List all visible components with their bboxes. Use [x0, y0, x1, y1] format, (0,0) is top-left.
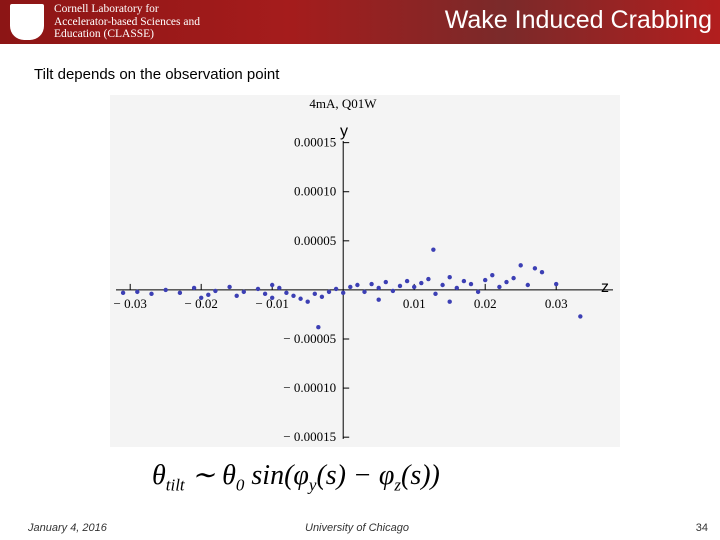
- y-tick-label: − 0.00005: [283, 331, 336, 346]
- formula-part: (s) − φ: [316, 460, 395, 491]
- x-tick-label: − 0.03: [114, 296, 147, 311]
- point: [120, 290, 126, 296]
- point: [262, 291, 268, 297]
- point: [390, 288, 396, 294]
- point: [468, 281, 474, 287]
- point: [326, 289, 332, 295]
- point: [376, 297, 381, 302]
- y-tick-label: 0.00005: [294, 233, 336, 248]
- point: [362, 289, 367, 295]
- point: [433, 291, 438, 297]
- point: [511, 275, 516, 281]
- x-axis-label: z: [601, 279, 609, 296]
- point: [554, 281, 559, 287]
- point: [348, 284, 353, 290]
- point: [270, 282, 275, 288]
- point: [383, 279, 388, 285]
- point: [454, 285, 459, 291]
- point: [291, 293, 296, 298]
- y-tick-label: 0.00015: [294, 135, 336, 150]
- point: [355, 282, 360, 288]
- x-tick-label: 0.02: [474, 296, 497, 311]
- page-number: 34: [695, 522, 708, 534]
- point: [532, 266, 538, 271]
- chart-title: 4mA, Q01W: [309, 96, 377, 111]
- point: [447, 274, 452, 280]
- point: [461, 278, 467, 284]
- point: [475, 289, 481, 295]
- point: [305, 299, 310, 304]
- formula-sub: tilt: [165, 475, 185, 495]
- x-tick-label: − 0.01: [256, 296, 289, 311]
- logo-line: Education (CLASSE): [54, 28, 154, 40]
- x-tick-label: − 0.02: [185, 296, 218, 311]
- point: [191, 285, 197, 291]
- point: [518, 263, 523, 268]
- point: [341, 290, 346, 296]
- x-tick-label: 0.01: [403, 296, 426, 311]
- point: [490, 272, 495, 278]
- formula-sub: 0: [235, 475, 245, 495]
- point: [312, 291, 317, 297]
- logo: [10, 4, 44, 40]
- point: [241, 289, 246, 295]
- point: [578, 314, 583, 319]
- logo-text: Cornell Laboratory for Accelerator-based…: [54, 3, 200, 41]
- formula-part: sin(φ: [244, 460, 309, 491]
- point: [483, 277, 488, 283]
- point: [440, 282, 445, 288]
- point: [199, 295, 204, 300]
- point: [397, 283, 403, 289]
- point: [255, 286, 261, 292]
- point: [333, 286, 339, 292]
- y-axis-label: y: [340, 123, 348, 140]
- formula-part: (s)): [401, 460, 440, 491]
- formula-part: ∼ θ: [184, 460, 236, 491]
- formula-part: θ: [152, 460, 166, 491]
- point: [426, 276, 431, 282]
- point: [298, 296, 303, 301]
- point: [497, 284, 502, 290]
- point: [213, 288, 218, 294]
- point: [376, 285, 381, 291]
- y-tick-label: − 0.00015: [283, 429, 336, 444]
- formula: θtilt ∼ θ0 sin(φy(s) − φz(s)): [152, 458, 440, 496]
- header-bar: [0, 0, 720, 44]
- chart: 4mA, Q01W y z − 0.03 − 0.02 − 0.01 0.01 0.02…: [110, 95, 620, 447]
- point: [431, 247, 436, 252]
- x-tick-label: 0.03: [545, 296, 568, 311]
- point: [525, 282, 530, 288]
- point: [539, 270, 545, 275]
- formula-sub: z: [394, 475, 401, 495]
- point: [206, 292, 211, 298]
- plot-background: [110, 95, 620, 447]
- footer-date: January 4, 2016: [28, 522, 107, 534]
- point: [447, 299, 452, 304]
- point: [277, 285, 282, 291]
- y-tick-label: 0.00010: [294, 184, 336, 199]
- slide-title: Wake Induced Crabbing: [444, 6, 712, 34]
- point: [504, 279, 509, 285]
- y-tick-label: − 0.00010: [283, 380, 336, 395]
- point: [319, 294, 325, 299]
- point: [177, 290, 183, 296]
- point: [227, 284, 232, 290]
- point: [369, 281, 374, 287]
- logo-line: Accelerator-based Sciences and: [54, 15, 200, 28]
- point: [149, 291, 154, 297]
- point: [284, 290, 289, 296]
- subtitle: Tilt depends on the observation point: [34, 66, 280, 83]
- formula-sub: y: [308, 475, 317, 495]
- point: [316, 325, 321, 330]
- point: [419, 280, 424, 286]
- point: [412, 284, 417, 290]
- point: [404, 278, 410, 284]
- point: [163, 287, 168, 293]
- point: [135, 289, 140, 295]
- footer-org: University of Chicago: [305, 522, 409, 534]
- logo-line: Cornell Laboratory for: [54, 3, 159, 15]
- point: [234, 293, 239, 298]
- point: [270, 295, 275, 300]
